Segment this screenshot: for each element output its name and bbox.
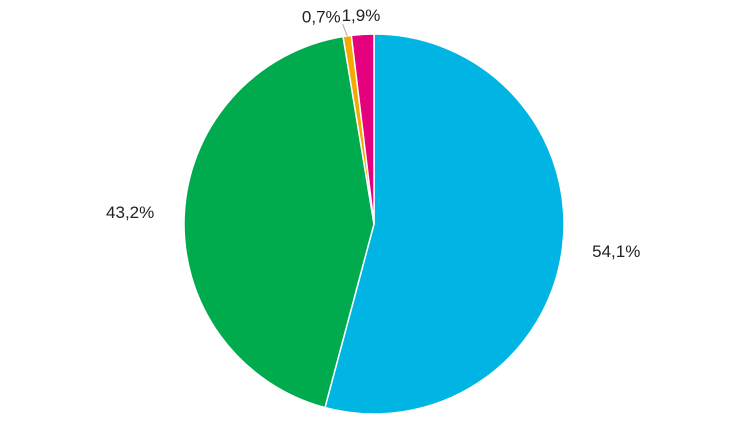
data-label: 0,7% [302, 8, 341, 27]
data-label: 1,9% [342, 6, 381, 25]
leader-line [342, 23, 348, 37]
data-label: 54,1% [592, 242, 640, 261]
pie-slice [350, 33, 375, 225]
pie-slice [324, 33, 565, 415]
pie-slice [183, 35, 375, 409]
data-label: 43,2% [106, 203, 154, 222]
